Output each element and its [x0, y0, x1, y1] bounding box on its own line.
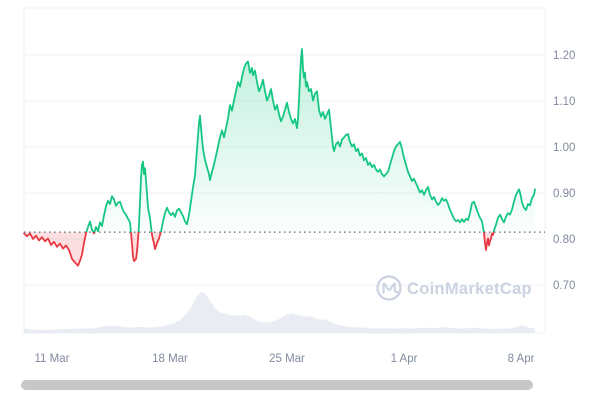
coinmarketcap-logo-icon	[376, 275, 402, 301]
price-line-up	[85, 48, 536, 233]
y-axis-label: 0.80	[553, 234, 575, 246]
x-axis-label: 11 Mar	[35, 353, 70, 365]
price-area-down	[24, 232, 494, 266]
y-axis-label: 1.20	[553, 50, 575, 62]
y-axis-label: 0.70	[553, 280, 575, 292]
watermark-text: CoinMarketCap	[407, 280, 532, 298]
y-axis-label: 1.00	[553, 142, 575, 154]
x-axis-label: 18 Mar	[152, 353, 188, 365]
series-layer	[23, 48, 545, 333]
y-axis-label: 0.90	[553, 188, 575, 200]
price-line-down	[23, 232, 495, 267]
x-axis-label: 25 Mar	[269, 353, 305, 365]
coinmarketcap-logo-m-icon	[382, 282, 399, 294]
timeline-scrollbar[interactable]	[21, 380, 533, 390]
y-axis-label: 1.10	[553, 96, 575, 108]
x-axis-label: 1 Apr	[391, 353, 418, 365]
x-axis-label: 8 Apr	[508, 353, 535, 365]
coinmarketcap-watermark: CoinMarketCap	[376, 275, 532, 301]
price-area-up	[24, 49, 535, 233]
axis-layer: 1.20 1.10 1.00 0.90 0.80 0.70 11 Mar 18 Mar 25 M…	[35, 50, 576, 365]
volume-area	[24, 291, 535, 333]
